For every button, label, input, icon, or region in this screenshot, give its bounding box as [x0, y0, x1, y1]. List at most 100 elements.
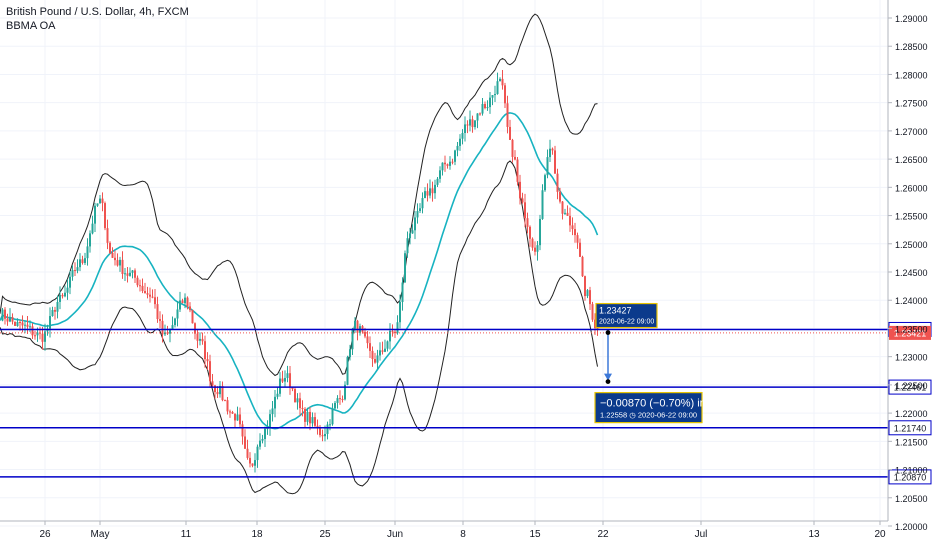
candle-body	[324, 433, 326, 437]
candle-body	[404, 253, 406, 283]
candle-body	[259, 440, 261, 447]
candle-body	[206, 359, 209, 362]
candle-body	[86, 246, 89, 259]
candle-body	[191, 310, 194, 324]
price-tick-label: 1.20500	[895, 494, 928, 504]
candle-body	[279, 378, 281, 394]
candle-body	[454, 150, 456, 162]
candle-body	[441, 162, 444, 171]
price-tick-label: 1.26000	[895, 183, 928, 193]
candle-body	[509, 126, 511, 140]
candle-body	[549, 148, 551, 158]
candle-body	[459, 138, 461, 146]
candle-body	[144, 291, 146, 294]
candle-body	[311, 417, 314, 424]
candle-body	[301, 408, 304, 410]
candle-body	[531, 238, 534, 248]
candle-body	[99, 198, 101, 204]
candle-body	[266, 428, 269, 430]
measure-tool[interactable]: 1.23427 2020-06-22 09:00 −0.00870 (−0.70%)…	[594, 302, 706, 424]
candle-body	[494, 94, 496, 96]
candle-body	[431, 188, 434, 194]
candle-body	[136, 277, 139, 286]
candle-body	[516, 159, 519, 182]
level-label: 1.21740	[894, 423, 927, 433]
current-price-box	[889, 325, 931, 340]
candle-body	[419, 208, 421, 212]
candle-body	[29, 326, 31, 328]
candle-body	[591, 304, 594, 320]
candle-body	[594, 319, 596, 329]
candle-body	[424, 191, 426, 199]
candle-body	[6, 318, 9, 322]
candle-body	[246, 448, 249, 458]
candle-body	[329, 424, 331, 426]
candle-body	[209, 361, 211, 382]
candle-body	[346, 357, 349, 385]
candle-body	[434, 184, 436, 194]
candle-body	[79, 259, 81, 268]
time-tick-label: 20	[874, 529, 886, 540]
candle-body	[474, 120, 476, 128]
candle-body	[44, 331, 46, 342]
candle-body	[456, 145, 459, 151]
price-tick-label: 1.25500	[895, 212, 928, 222]
candle-body	[344, 384, 346, 400]
candle-body	[59, 294, 61, 302]
candle-body	[489, 97, 491, 108]
candle-body	[504, 85, 506, 104]
price-tick-label: 1.21500	[895, 437, 928, 447]
candle-body	[299, 398, 301, 409]
candle-body	[161, 320, 164, 335]
time-tick-label: 25	[319, 529, 331, 540]
candle-body	[221, 385, 224, 401]
candle-body	[366, 336, 369, 344]
candle-body	[141, 285, 144, 292]
candle-body	[556, 173, 559, 192]
measure-box	[594, 392, 703, 424]
symbol-title[interactable]: British Pound / U.S. Dollar, 4h, FXCM	[6, 6, 189, 18]
level-label: 1.22461	[894, 383, 927, 393]
candle-body	[231, 412, 234, 414]
candle-body	[4, 309, 6, 319]
candle-body	[294, 389, 296, 403]
candle-body	[491, 95, 494, 98]
candle-body	[554, 150, 556, 174]
candle-body	[51, 309, 54, 317]
point-label-time: 2020-06-22 09:00	[599, 319, 654, 326]
price-axis[interactable]: 1.29000 1.28500 1.28000 1.27500 1.27000 1.265…	[887, 0, 928, 532]
current-price-label: 1.23421	[894, 328, 927, 338]
time-tick-label: 13	[808, 529, 820, 540]
level-label-box	[888, 420, 932, 436]
time-tick-label: 8	[460, 529, 466, 540]
time-axis[interactable]: 26 May 11 18 25 Jun 8 15 22 Jul 13 20	[0, 520, 888, 540]
candle-body	[244, 436, 246, 449]
candle-body	[256, 446, 259, 461]
indicator-label[interactable]: BBMA OA	[6, 20, 56, 32]
candle-body	[381, 350, 384, 352]
candle-body	[374, 359, 376, 363]
candle-body	[219, 385, 221, 395]
candle-body	[271, 408, 274, 415]
candle-body	[174, 318, 176, 326]
measure-detail: 1.22558 ◷ 2020-06-22 09:00	[600, 411, 697, 420]
candle-body	[514, 156, 516, 160]
candle-body	[496, 81, 499, 95]
candle-body	[196, 333, 199, 341]
candle-body	[561, 201, 564, 214]
candle-body	[534, 247, 536, 252]
candle-body	[539, 218, 541, 246]
candle-body	[61, 294, 64, 297]
candle-body	[506, 103, 509, 127]
price-tick-label: 1.28500	[895, 42, 928, 52]
middle-band-ma	[0, 112, 599, 430]
candle-body	[341, 399, 344, 401]
candle-body	[581, 256, 584, 277]
time-tick-label: 22	[597, 529, 609, 540]
candlesticks	[1, 70, 599, 473]
candle-body	[111, 252, 114, 258]
candle-body	[356, 320, 359, 333]
candle-body	[326, 424, 329, 434]
